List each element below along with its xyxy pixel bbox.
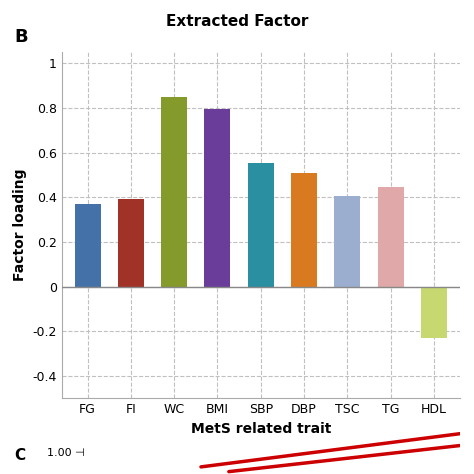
Text: 1.00 ⊣: 1.00 ⊣ bbox=[47, 448, 85, 458]
Bar bbox=[334, 196, 360, 287]
Bar bbox=[204, 109, 230, 287]
Bar bbox=[118, 200, 144, 287]
X-axis label: MetS related trait: MetS related trait bbox=[191, 421, 331, 436]
Bar bbox=[248, 163, 273, 287]
Text: B: B bbox=[14, 28, 28, 46]
Text: C: C bbox=[14, 448, 25, 463]
Bar bbox=[74, 204, 100, 287]
Bar bbox=[378, 187, 403, 287]
Text: Extracted Factor: Extracted Factor bbox=[166, 14, 308, 29]
Bar bbox=[421, 287, 447, 338]
Y-axis label: Factor loading: Factor loading bbox=[13, 169, 27, 282]
Bar bbox=[161, 97, 187, 287]
Bar bbox=[291, 173, 317, 287]
